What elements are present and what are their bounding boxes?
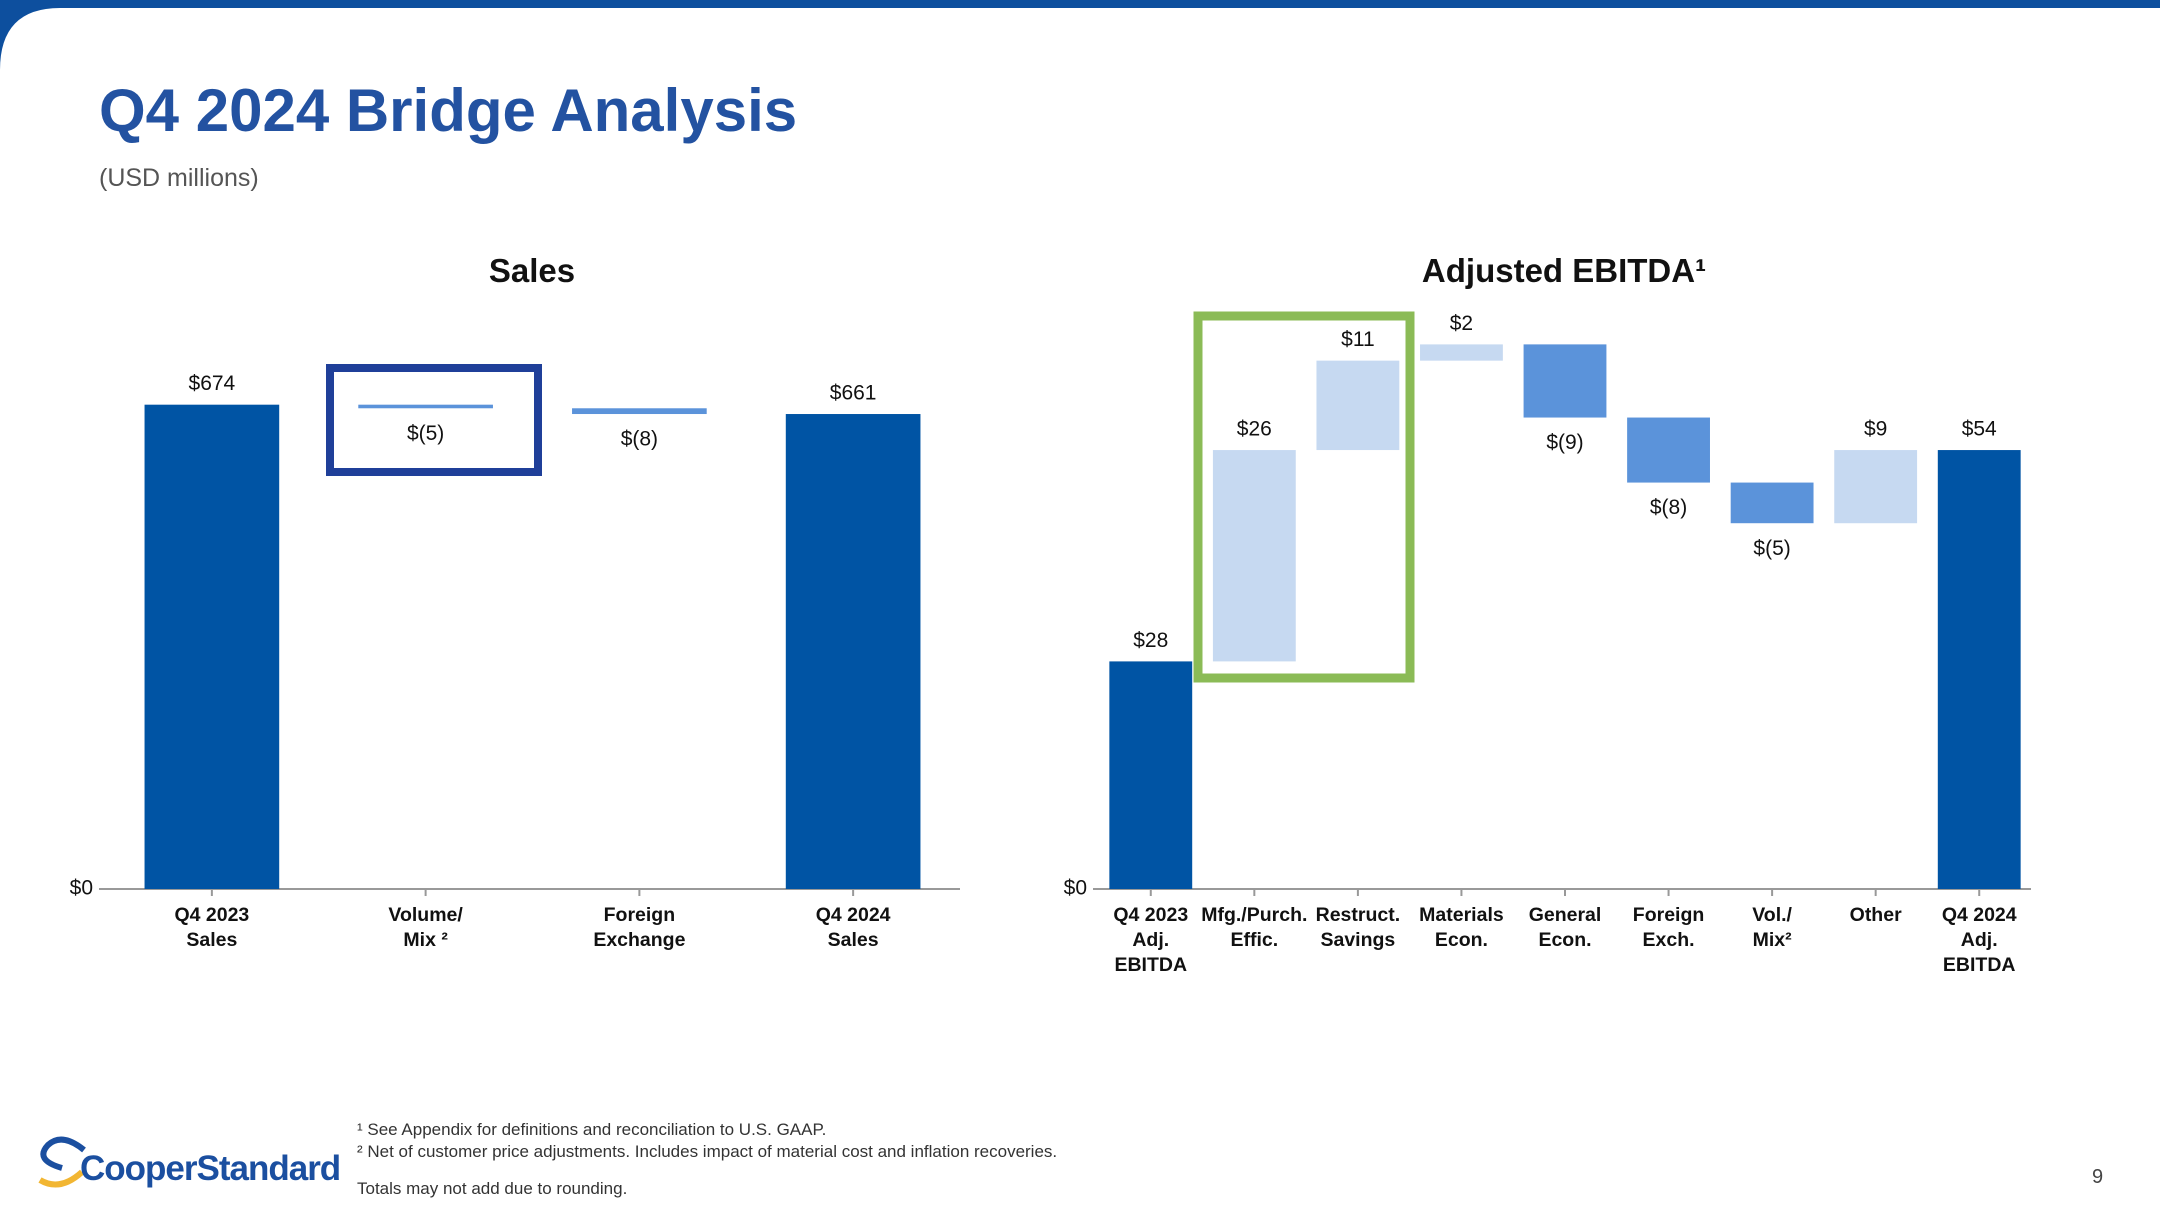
bar <box>1937 450 2021 889</box>
footnote: ¹ See Appendix for definitions and recon… <box>357 1120 827 1139</box>
value-label: $9 <box>1864 418 1887 441</box>
x-tick-label: Mfg./Purch. Effic. <box>1201 904 1308 951</box>
chart-title: Adjusted EBITDA¹ <box>1422 252 1706 289</box>
value-label: $(5) <box>1753 537 1790 560</box>
x-tick-label: Restruct. Savings <box>1315 904 1401 951</box>
value-label: $674 <box>189 372 236 395</box>
footnote: Totals may not add due to rounding. <box>357 1179 628 1198</box>
x-tick-label: Q4 2024 Adj. EBITDA <box>1941 904 2017 976</box>
bar <box>1523 344 1607 418</box>
bar <box>1730 482 1814 524</box>
page-title: Q4 2024 Bridge Analysis <box>99 77 798 144</box>
logo: CooperStandard <box>80 1149 341 1188</box>
value-label: $11 <box>1341 328 1374 351</box>
bar <box>1834 450 1918 524</box>
bar <box>1212 450 1296 662</box>
x-tick-label: Foreign Exchange <box>593 904 686 951</box>
value-label: $26 <box>1237 418 1272 441</box>
value-label: $(8) <box>1650 496 1687 519</box>
bar <box>144 404 280 889</box>
x-tick-label: Other <box>1849 904 1902 926</box>
value-label: $(9) <box>1546 431 1583 454</box>
value-label: $661 <box>830 382 877 405</box>
value-label: $28 <box>1133 629 1168 652</box>
bar <box>358 404 493 409</box>
chart-title: Sales <box>489 252 575 289</box>
highlight-box <box>326 364 542 476</box>
x-tick-label: Q4 2023 Adj. EBITDA <box>1113 904 1189 976</box>
x-tick-label: Vol./ Mix² <box>1752 904 1792 951</box>
value-label: $(5) <box>407 422 444 445</box>
x-tick-label: Q4 2024 Sales <box>815 904 891 951</box>
value-label: $2 <box>1450 312 1473 335</box>
x-tick-label: General Econ. <box>1528 904 1602 951</box>
y-tick-label: $0 <box>1064 877 1087 900</box>
page-number: 9 <box>2092 1166 2104 1188</box>
logo-mark <box>38 1136 86 1188</box>
x-tick-label: Q4 2023 Sales <box>174 904 250 951</box>
x-tick-label: Volume/ Mix ² <box>388 904 463 951</box>
footnote: ² Net of customer price adjustments. Inc… <box>357 1142 1058 1161</box>
bar <box>785 414 921 889</box>
bar <box>1420 344 1503 361</box>
bar <box>1109 661 1193 889</box>
bar <box>1627 417 1710 483</box>
x-tick-label: Foreign Exch. <box>1632 904 1705 951</box>
highlight-box <box>1193 311 1415 683</box>
bar <box>572 408 707 415</box>
y-tick-label: $0 <box>70 877 93 900</box>
bar <box>1316 360 1400 451</box>
x-tick-label: Materials Econ. <box>1419 904 1504 951</box>
top-band <box>0 0 2160 70</box>
value-label: $(8) <box>621 428 658 451</box>
subtitle: (USD millions) <box>99 164 259 192</box>
value-label: $54 <box>1962 418 1997 441</box>
